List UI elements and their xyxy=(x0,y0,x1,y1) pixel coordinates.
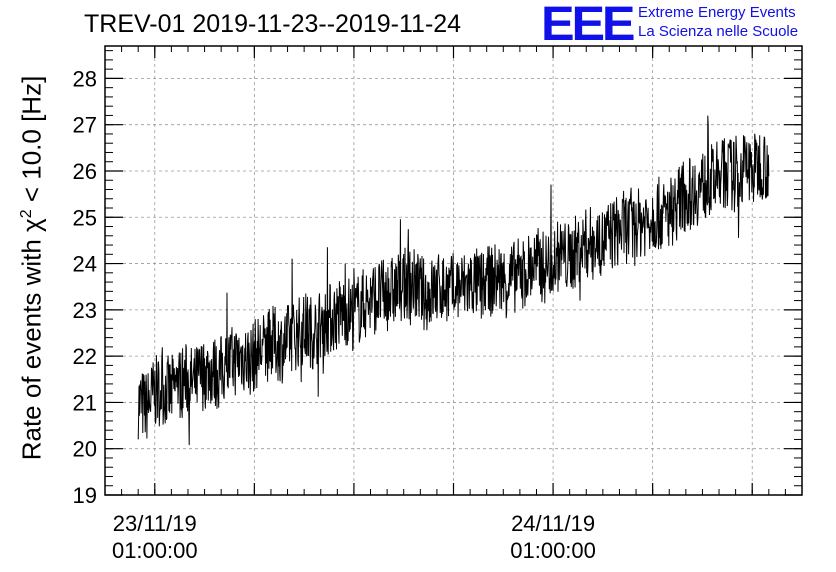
y-tick-label: 22 xyxy=(73,344,97,369)
series-line xyxy=(137,115,770,446)
y-tick-label: 21 xyxy=(73,390,97,415)
y-label-suffix: < 10.0 [Hz] xyxy=(16,75,47,210)
y-tick-label: 20 xyxy=(73,437,97,462)
axis-ticks xyxy=(104,46,803,496)
x-tick-label-date: 23/11/19 xyxy=(113,511,197,536)
y-tick-label: 24 xyxy=(73,252,97,277)
plot-frame xyxy=(104,45,803,496)
y-tick-label: 26 xyxy=(73,159,97,184)
y-tick-label: 19 xyxy=(73,483,97,508)
chart-title: TREV-01 2019-11-23--2019-11-24 xyxy=(84,10,462,38)
y-tick-label: 27 xyxy=(73,113,97,138)
axis-tick-labels: 1920212223242526272823/11/1901:00:0024/1… xyxy=(73,66,596,563)
y-tick-label: 23 xyxy=(73,298,97,323)
x-tick-label-time: 01:00:00 xyxy=(112,538,198,563)
y-label-superscript: 2 xyxy=(17,209,35,219)
grid-lines xyxy=(105,46,802,495)
y-tick-label: 28 xyxy=(73,66,97,91)
y-label-prefix: Rate of events with xyxy=(16,231,47,461)
eee-logo: EEE xyxy=(541,0,636,51)
logo-line-1: Extreme Energy Events xyxy=(638,4,796,21)
y-tick-label: 25 xyxy=(73,205,97,230)
x-tick-label-time: 01:00:00 xyxy=(510,538,596,563)
x-tick-label-date: 24/11/19 xyxy=(511,511,595,536)
logo-line-2: La Scienza nelle Scuole xyxy=(638,23,799,40)
y-axis-label: Rate of events with χ2 < 10.0 [Hz] xyxy=(17,76,48,461)
y-label-chi: χ xyxy=(16,218,47,232)
logo-caption: Extreme Energy Events La Scienza nelle S… xyxy=(638,3,798,41)
